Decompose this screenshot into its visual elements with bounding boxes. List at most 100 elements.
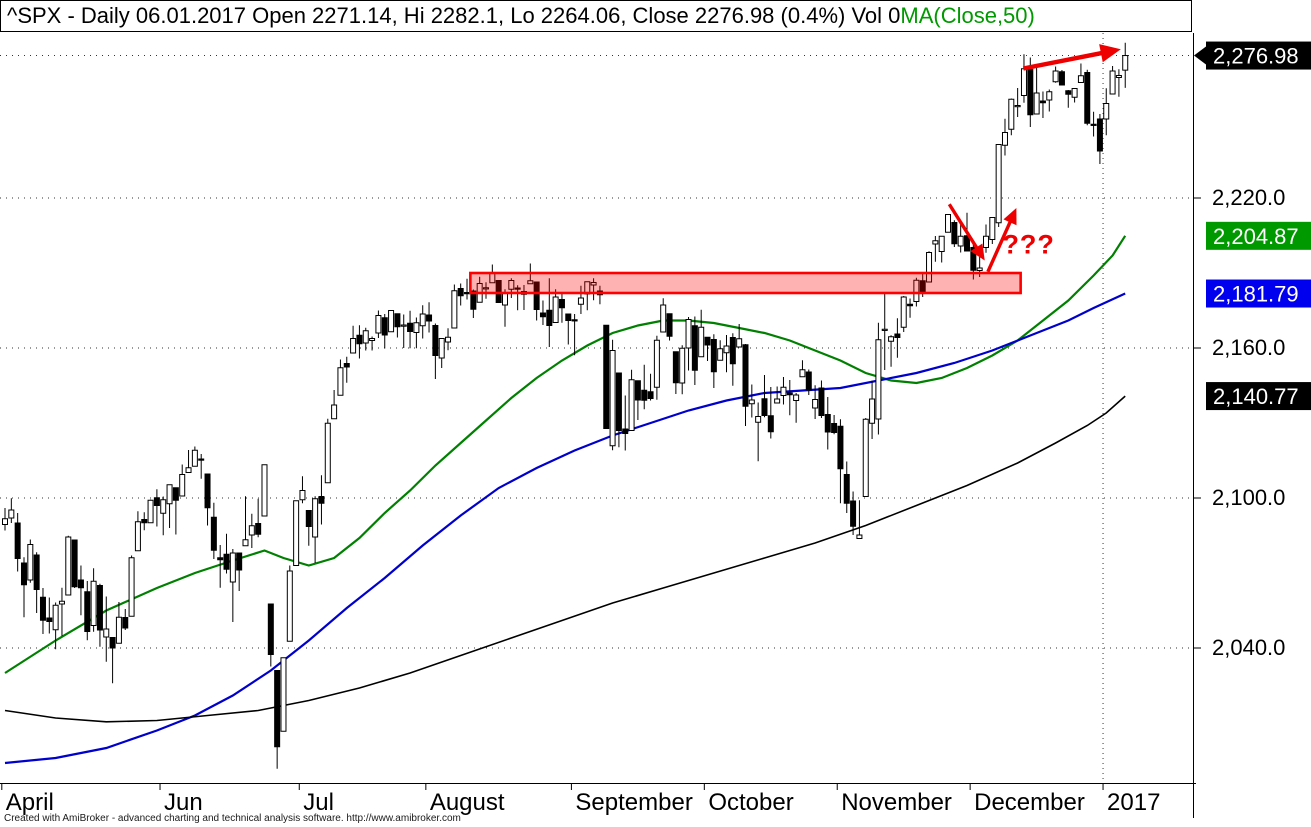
- candle-body: [464, 292, 471, 295]
- candle-body: [495, 280, 502, 303]
- candle-body: [641, 389, 648, 401]
- candle-body: [312, 498, 319, 538]
- candle-body: [160, 499, 167, 514]
- candle-body: [293, 500, 300, 566]
- candle-body: [318, 496, 325, 504]
- candle-body: [242, 539, 249, 547]
- candle-body: [400, 324, 407, 327]
- annotation-arrows-layer: [947, 44, 1121, 273]
- candle-body: [426, 314, 433, 322]
- candle-body: [926, 252, 933, 283]
- candle-body: [204, 473, 211, 509]
- price-tag-value: 2,276.98: [1213, 44, 1299, 69]
- candle-body: [1027, 68, 1034, 116]
- candle-body: [65, 536, 72, 596]
- candle-body: [39, 596, 46, 621]
- candle-body: [350, 338, 357, 354]
- candle-body: [394, 313, 401, 328]
- candle-body: [964, 235, 971, 252]
- candle-body: [71, 539, 78, 588]
- candle-body: [660, 304, 667, 333]
- ma-black-line: [4, 395, 1126, 723]
- candle-body: [432, 325, 439, 356]
- chart-title-bar: ^SPX - Daily 06.01.2017 Open 2271.14, Hi…: [0, 0, 1192, 32]
- candle-body: [90, 580, 97, 626]
- candle-body: [856, 534, 863, 539]
- candle-body: [907, 303, 914, 307]
- candle-body: [198, 458, 205, 461]
- candle-body: [153, 497, 160, 506]
- candle-body: [875, 339, 882, 420]
- month-label: December: [974, 789, 1085, 816]
- candle-body: [590, 282, 597, 286]
- candle-body: [286, 570, 293, 642]
- candle-body: [236, 552, 243, 571]
- candle-body: [622, 428, 629, 434]
- candle-body: [261, 464, 268, 517]
- candle-body: [172, 487, 179, 501]
- candle-body: [324, 422, 331, 484]
- candle-body: [774, 398, 781, 404]
- month-label: November: [841, 789, 952, 816]
- candle-body: [672, 351, 679, 384]
- candle-body: [248, 525, 255, 536]
- price-tag-box: [1206, 41, 1311, 70]
- bounce-arrow-head: [1003, 208, 1017, 226]
- candle-body: [388, 310, 395, 333]
- candle-body: [843, 474, 850, 504]
- candle-body: [166, 484, 173, 505]
- candle-body: [280, 657, 287, 732]
- candle-body: [653, 339, 660, 388]
- ma-green-line: [4, 235, 1127, 674]
- candle-body: [799, 369, 806, 378]
- candle-body: [185, 467, 192, 473]
- candle-body: [748, 399, 755, 405]
- candle-body: [881, 328, 888, 331]
- candle-body: [2, 518, 8, 525]
- candle-body: [1033, 92, 1040, 115]
- y-axis-tick-label: 2,160.0: [1212, 335, 1285, 360]
- candle-body: [122, 617, 129, 629]
- ma-blue-line: [4, 292, 1126, 765]
- trend-arrow[interactable]: [1022, 44, 1121, 71]
- price-tag-ma-slow: 2,140.77: [1206, 382, 1311, 411]
- candle-body: [457, 288, 464, 297]
- price-tag-ma-fast: 2,204.87: [1206, 221, 1311, 250]
- candle-body: [837, 425, 844, 470]
- candle-body: [869, 398, 876, 424]
- pullback-arrow-head: [970, 243, 985, 261]
- candle-body: [1008, 98, 1015, 130]
- candle-body: [1001, 132, 1008, 146]
- candle-body: [729, 337, 736, 365]
- candle-body: [1071, 88, 1078, 98]
- candle-body: [577, 297, 584, 305]
- candle-body: [331, 404, 338, 420]
- candle-body: [103, 628, 110, 638]
- candle-body: [888, 336, 895, 342]
- candle-body: [96, 585, 103, 631]
- candle-body: [115, 616, 122, 644]
- moving-averages-layer: [4, 235, 1127, 765]
- resistance-zone[interactable]: [469, 271, 1022, 295]
- bounce-arrow-shaft: [986, 219, 1013, 273]
- candle-body: [217, 557, 224, 561]
- gridlines-layer: [0, 33, 1193, 783]
- pullback-arrow[interactable]: [947, 203, 985, 261]
- candle-body: [483, 287, 490, 290]
- candle-body: [666, 313, 673, 337]
- y-axis-tick-label: 2,100.0: [1212, 485, 1285, 510]
- x-axis-labels: April Jun Jul August September October Novembe…: [1, 783, 1160, 816]
- candle-body: [1020, 68, 1027, 96]
- candle-body: [375, 315, 382, 334]
- month-label: April: [6, 789, 54, 816]
- month-label: October: [708, 789, 793, 816]
- candle-body: [1115, 75, 1122, 78]
- candle-body: [191, 449, 198, 467]
- bounce-arrow[interactable]: [986, 208, 1017, 273]
- candle-body: [1122, 55, 1129, 71]
- candle-body: [514, 287, 521, 290]
- candle-body: [84, 591, 91, 632]
- candle-body: [210, 516, 217, 551]
